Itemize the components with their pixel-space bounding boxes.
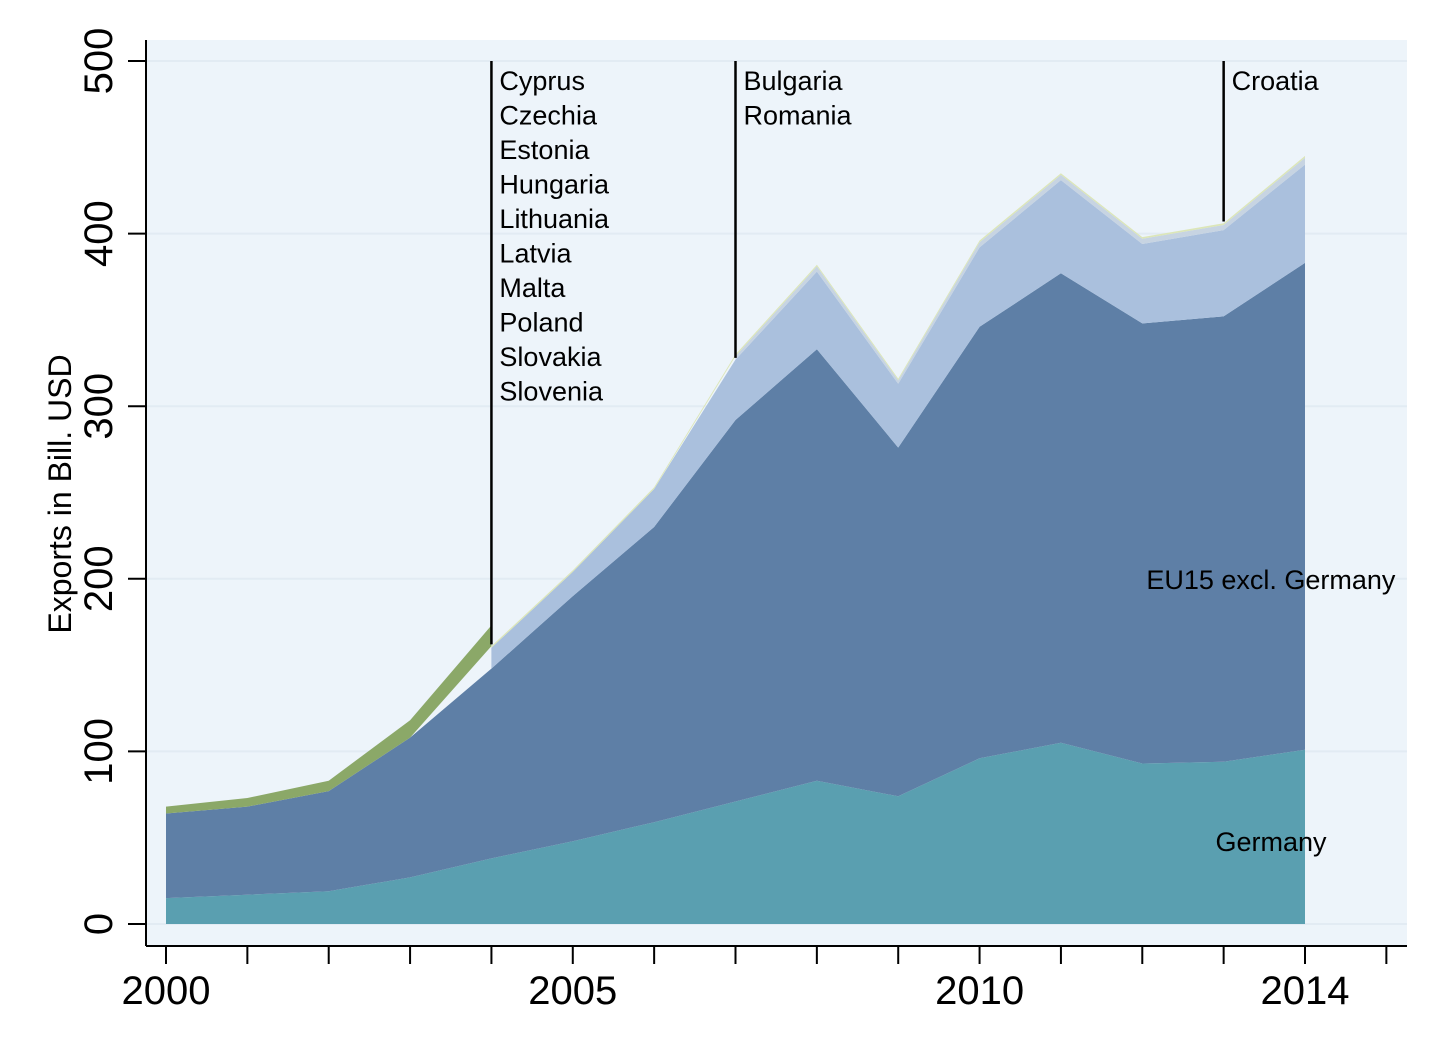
area-eu15-excl-germany xyxy=(166,262,1305,899)
annotation-label-lithuania: Lithuania xyxy=(499,204,610,234)
x-tick-label-2005: 2005 xyxy=(528,969,617,1013)
area-label-eu15-excl-germany: EU15 excl. Germany xyxy=(1146,565,1396,595)
annotation-label-cyprus: Cyprus xyxy=(499,66,585,96)
annotation-label-poland: Poland xyxy=(499,308,583,338)
annotation-label-bulgaria: Bulgaria xyxy=(744,66,844,96)
y-tick-label-100: 100 xyxy=(77,718,121,785)
y-tick-label-300: 300 xyxy=(77,373,121,440)
x-tick-label-2010: 2010 xyxy=(935,969,1024,1013)
x-tick-label-2000: 2000 xyxy=(122,969,211,1013)
annotation-label-hungaria: Hungaria xyxy=(499,170,610,200)
annotation-label-croatia: Croatia xyxy=(1232,66,1320,96)
annotation-label-romania: Romania xyxy=(744,101,853,131)
y-tick-label-0: 0 xyxy=(77,913,121,935)
annotation-label-latvia: Latvia xyxy=(499,239,572,269)
y-tick-label-400: 400 xyxy=(77,200,121,267)
area-label-germany: Germany xyxy=(1216,827,1328,857)
annotation-label-slovenia: Slovenia xyxy=(499,377,604,407)
annotation-label-malta: Malta xyxy=(499,273,566,303)
y-axis-title: Exports in Bill. USD xyxy=(42,354,78,633)
ticks: 0 100 200 300 400 500 2000 2005 2010 2014 xyxy=(77,28,1388,1013)
x-tick-label-2014: 2014 xyxy=(1261,969,1350,1013)
area-germany xyxy=(166,742,1305,924)
stacked-areas xyxy=(166,155,1305,924)
accession-annotations: Cyprus Czechia Estonia Hungaria Lithuania Lat… xyxy=(490,61,1320,645)
annotation-label-slovakia: Slovakia xyxy=(499,342,602,372)
annotation-label-estonia: Estonia xyxy=(499,135,590,165)
y-tick-label-200: 200 xyxy=(77,545,121,612)
area-band-3 xyxy=(491,164,1305,669)
annotation-label-czechia: Czechia xyxy=(499,101,598,131)
axes xyxy=(145,40,1407,947)
area-labels: EU15 excl. Germany Germany xyxy=(1146,565,1396,857)
y-tick-label-500: 500 xyxy=(77,28,121,95)
